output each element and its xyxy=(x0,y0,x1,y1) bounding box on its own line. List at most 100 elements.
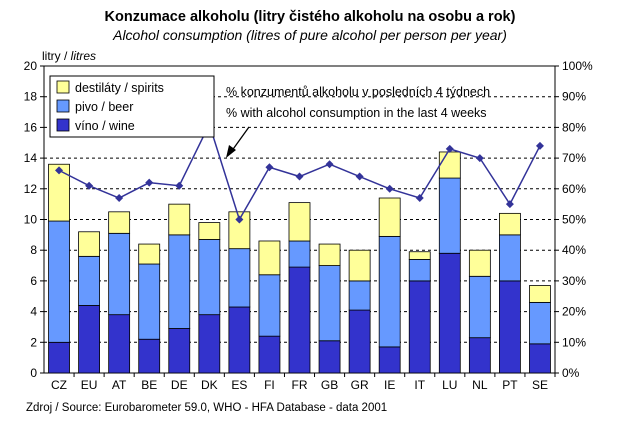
y-tick-label: 6 xyxy=(30,274,37,288)
y2-tick-label: 30% xyxy=(562,274,586,288)
bar-spirits xyxy=(408,251,431,260)
consumers-line-point xyxy=(355,172,364,181)
y2-tick-label: 40% xyxy=(562,243,586,257)
y2-tick-label: 80% xyxy=(562,120,586,134)
x-tick-label: EU xyxy=(81,378,98,392)
consumers-line-point xyxy=(235,215,244,224)
bar-wine xyxy=(378,346,401,374)
y-tick-label: 16 xyxy=(24,120,38,134)
annotation-line2: % with alcohol consumption in the last 4… xyxy=(226,106,487,120)
legend-box xyxy=(49,75,215,138)
y2-tick-label: 100% xyxy=(562,59,593,73)
chart-title: Konzumace alkoholu (litry čistého alkoho… xyxy=(104,9,516,25)
y2-tick-label: 90% xyxy=(562,90,586,104)
x-tick-label: CZ xyxy=(51,378,67,392)
y-tick-label: 12 xyxy=(24,182,38,196)
consumers-line-point xyxy=(535,141,544,150)
bar-spirits xyxy=(78,231,100,257)
bar-spirits xyxy=(138,243,161,265)
bar-spirits xyxy=(168,203,191,236)
x-tick-label: LU xyxy=(442,378,457,392)
consumers-line-point xyxy=(415,194,424,203)
consumers-line-point xyxy=(265,163,274,172)
bar-spirits xyxy=(318,243,341,266)
source-note: Zdroj / Source: Eurobarometer 59.0, WHO … xyxy=(26,402,388,414)
bar-wine xyxy=(529,343,551,374)
consumers-line-point xyxy=(445,144,454,153)
bar-wine xyxy=(499,280,521,374)
bar-beer xyxy=(468,275,491,339)
y-tick-label: 8 xyxy=(30,243,37,257)
consumers-line-point xyxy=(325,160,334,169)
y2-tick-label: 70% xyxy=(562,151,586,165)
bar-spirits xyxy=(288,202,311,242)
y-tick-label: 2 xyxy=(30,335,37,349)
bar-spirits xyxy=(499,212,521,236)
bar-beer xyxy=(108,232,131,316)
bar-spirits xyxy=(228,211,251,250)
annotation-line1: % konzumentů alkoholu v posledních 4 týd… xyxy=(226,85,490,99)
x-tick-label: ES xyxy=(231,378,247,392)
consumers-line-point xyxy=(385,184,394,193)
bar-wine xyxy=(438,252,461,374)
y-unit-en: litres xyxy=(70,49,97,63)
y-tick-label: 10 xyxy=(24,213,38,227)
bar-wine xyxy=(48,341,70,374)
consumers-line-point xyxy=(505,200,514,209)
x-tick-label: GB xyxy=(321,378,338,392)
y-tick-label: 18 xyxy=(24,90,38,104)
y-tick-label: 4 xyxy=(30,305,37,319)
bar-beer xyxy=(138,263,161,340)
x-tick-label: IT xyxy=(414,378,425,392)
x-tick-label: GR xyxy=(351,378,369,392)
bar-beer xyxy=(228,248,251,308)
x-tick-label: PT xyxy=(502,378,518,392)
consumers-line-point xyxy=(145,178,154,187)
x-tick-label: SE xyxy=(532,378,548,392)
bar-wine xyxy=(318,340,341,374)
consumers-line-point xyxy=(115,194,124,203)
bar-beer xyxy=(438,177,461,254)
bar-beer xyxy=(529,301,551,345)
y-unit-cz: litry / xyxy=(42,49,71,63)
bar-beer xyxy=(408,259,431,282)
bar-spirits xyxy=(348,249,371,282)
bar-wine xyxy=(408,280,431,374)
consumers-line-point xyxy=(85,181,94,190)
bar-beer xyxy=(318,265,341,342)
y-axis-unit-label: litry / litres xyxy=(42,49,96,63)
x-tick-label: IE xyxy=(384,378,395,392)
bar-wine xyxy=(348,309,371,374)
bar-beer xyxy=(258,274,281,337)
legend-label: destiláty / spirits xyxy=(75,81,164,95)
bar-beer xyxy=(48,220,70,343)
bar-spirits xyxy=(108,211,131,234)
consumers-line-point xyxy=(55,166,64,175)
annotation-arrowhead xyxy=(226,145,236,158)
bar-spirits xyxy=(378,197,401,237)
y2-tick-label: 20% xyxy=(562,305,586,319)
x-tick-label: FR xyxy=(292,378,308,392)
y2-tick-label: 60% xyxy=(562,182,586,196)
x-tick-label: AT xyxy=(112,378,127,392)
y-tick-label: 20 xyxy=(24,59,38,73)
y2-tick-label: 50% xyxy=(562,213,586,227)
legend-label: víno / wine xyxy=(75,119,135,133)
bar-wine xyxy=(288,266,311,374)
bar-beer xyxy=(198,239,221,316)
bar-beer xyxy=(348,280,371,311)
consumers-line-point xyxy=(175,181,184,190)
annotation-arrow xyxy=(230,126,250,153)
legend-label: pivo / beer xyxy=(75,100,133,114)
bar-beer xyxy=(168,234,191,329)
consumers-line-point xyxy=(475,154,484,163)
bar-beer xyxy=(499,234,521,282)
bar-spirits xyxy=(48,163,70,222)
consumers-line-point xyxy=(295,172,304,181)
bar-wine xyxy=(228,306,251,374)
x-tick-label: DK xyxy=(201,378,218,392)
bar-wine xyxy=(198,314,221,374)
chart-subtitle: Alcohol consumption (litres of pure alco… xyxy=(113,27,507,43)
